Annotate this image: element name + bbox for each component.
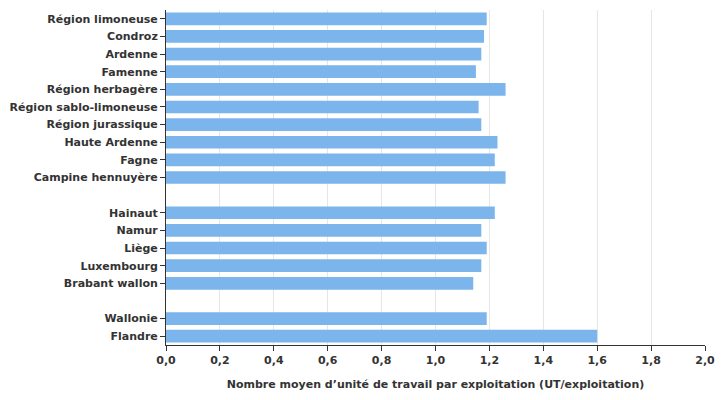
svg-text:Haute Ardenne: Haute Ardenne — [64, 136, 157, 149]
svg-text:Brabant wallon: Brabant wallon — [64, 277, 158, 290]
svg-text:Famenne: Famenne — [101, 66, 157, 79]
svg-text:2,0: 2,0 — [695, 354, 715, 367]
svg-text:0,4: 0,4 — [264, 354, 284, 367]
svg-text:1,6: 1,6 — [587, 354, 607, 367]
svg-text:Namur: Namur — [116, 224, 158, 237]
svg-text:0,8: 0,8 — [372, 354, 392, 367]
svg-text:1,4: 1,4 — [534, 354, 554, 367]
svg-text:1,2: 1,2 — [480, 354, 500, 367]
svg-text:0,2: 0,2 — [210, 354, 230, 367]
svg-text:Campine hennuyère: Campine hennuyère — [34, 171, 158, 184]
svg-text:Région herbagère: Région herbagère — [47, 83, 158, 96]
svg-text:Condroz: Condroz — [107, 30, 158, 43]
svg-text:Hainaut: Hainaut — [109, 207, 158, 220]
svg-text:Région limoneuse: Région limoneuse — [47, 13, 157, 26]
svg-text:Flandre: Flandre — [110, 330, 157, 343]
svg-text:Fagne: Fagne — [120, 154, 157, 167]
svg-text:Région jurassique: Région jurassique — [47, 118, 158, 131]
svg-text:1,8: 1,8 — [641, 354, 661, 367]
svg-text:0,0: 0,0 — [156, 354, 176, 367]
svg-text:Ardenne: Ardenne — [105, 48, 157, 61]
svg-text:Région sablo-limoneuse: Région sablo-limoneuse — [10, 101, 158, 114]
svg-text:1,0: 1,0 — [426, 354, 446, 367]
svg-text:Wallonie: Wallonie — [104, 312, 157, 325]
svg-text:0,6: 0,6 — [318, 354, 338, 367]
svg-text:Luxembourg: Luxembourg — [80, 260, 157, 273]
svg-text:Liège: Liège — [124, 242, 158, 255]
svg-text:Nombre moyen d’unité de travai: Nombre moyen d’unité de travail par expl… — [227, 378, 645, 391]
